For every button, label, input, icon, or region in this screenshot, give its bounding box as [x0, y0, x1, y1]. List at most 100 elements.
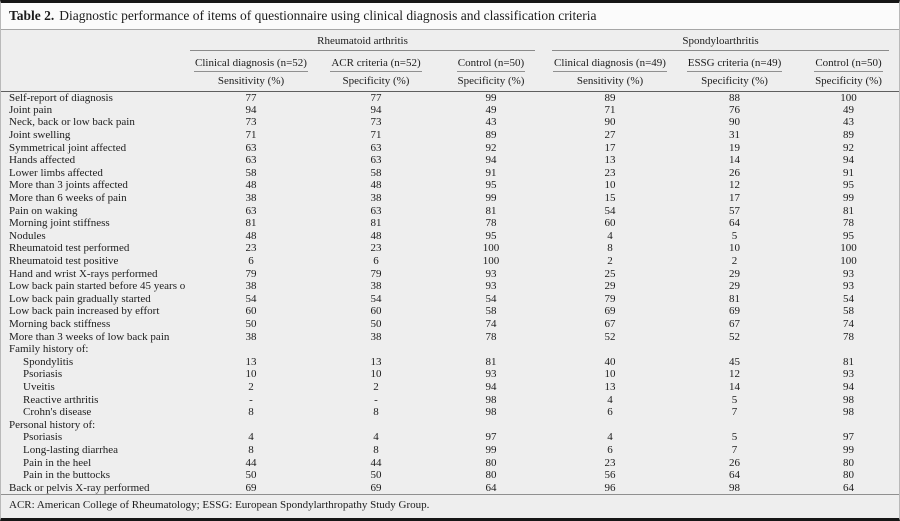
- cell-value: 94: [370, 103, 382, 116]
- table-row: Back or pelvis X-ray performed 69 69 64 96 98…: [1, 481, 899, 494]
- cell-value: 81: [729, 292, 741, 305]
- cell-value: 23: [245, 242, 257, 255]
- cell-value: 94: [843, 154, 855, 167]
- row-label: Back or pelvis X-ray performed: [9, 481, 150, 494]
- cell-value: 91: [843, 166, 855, 179]
- cell-value: 63: [370, 204, 382, 217]
- measure-ra-control: Specificity (%): [435, 72, 548, 92]
- cell-value: 23: [604, 166, 616, 179]
- cell-value: 8: [607, 242, 613, 255]
- cell-value: 38: [245, 280, 257, 293]
- table-row: Low back pain increased by effort 60 60 58 6…: [1, 305, 899, 318]
- cell-value: 93: [843, 267, 855, 280]
- cell-value: 73: [370, 116, 382, 129]
- cell-value: 60: [370, 305, 382, 318]
- cell-value: 81: [843, 204, 855, 217]
- row-label: Family history of:: [9, 343, 89, 356]
- cell-value: 74: [485, 317, 497, 330]
- cell-value: 7: [731, 443, 738, 456]
- measure-spa-clinical: Sensitivity (%): [547, 72, 674, 92]
- col-header-spa-control: Control (n=50): [796, 51, 899, 72]
- row-label: Hand and wrist X-rays performed: [9, 267, 158, 280]
- row-label: Psoriasis: [23, 368, 63, 381]
- cell-value: 100: [840, 242, 857, 255]
- cell-value: 8: [373, 443, 379, 456]
- cell-value: 23: [604, 456, 616, 469]
- cell-value: 99: [485, 91, 497, 104]
- cell-value: 64: [485, 481, 497, 494]
- cell-value: 92: [485, 141, 497, 154]
- cell-value: 10: [370, 368, 382, 381]
- cell-value: 93: [485, 280, 497, 293]
- diagnostic-performance-table: Rheumatoid arthritis Spondyloarthritis C…: [1, 30, 899, 494]
- cell-value: 6: [607, 443, 613, 456]
- cell-value: 89: [604, 91, 616, 104]
- table-title: Table 2. Diagnostic performance of items …: [1, 3, 899, 30]
- table-row: Symmetrical joint affected 63 63 92 17 19 92: [1, 141, 899, 154]
- cell-value: 38: [245, 330, 257, 343]
- cell-value: 89: [485, 129, 497, 142]
- cell-value: 63: [370, 154, 382, 167]
- table-row: Neck, back or low back pain 73 73 43 90 90 43: [1, 116, 899, 129]
- cell-value: 52: [604, 330, 616, 343]
- cell-value: 5: [731, 229, 738, 242]
- row-label: Morning back stiffness: [9, 317, 111, 330]
- table-row: Joint pain 94 94 49 71 76 49: [1, 103, 899, 117]
- cell-value: 44: [245, 456, 257, 469]
- table-row: More than 3 joints affected 48 48 95 10 12 95: [1, 179, 899, 192]
- cell-value: 95: [485, 179, 497, 192]
- cell-value: 98: [485, 406, 497, 419]
- cell-value: 93: [485, 267, 497, 280]
- cell-value: 12: [729, 179, 741, 192]
- cell-value: 44: [370, 456, 382, 469]
- cell-value: 71: [604, 103, 616, 116]
- cell-value: 80: [843, 456, 855, 469]
- row-label: Rheumatoid test positive: [9, 255, 119, 268]
- table-row: More than 6 weeks of pain 38 38 99 15 17 99: [1, 192, 899, 205]
- cell-value: 98: [729, 481, 741, 494]
- cell-value: 88: [729, 91, 741, 104]
- row-label: More than 3 joints affected: [9, 179, 128, 192]
- cell-value: [185, 418, 317, 431]
- cell-value: 57: [729, 204, 741, 217]
- cell-value: 7: [731, 406, 738, 419]
- cell-value: 79: [370, 267, 382, 280]
- cell-value: 69: [370, 481, 382, 494]
- measure-ra-acr: Specificity (%): [317, 72, 435, 92]
- cell-value: 40: [604, 355, 616, 368]
- cell-value: 5: [731, 393, 738, 406]
- group-label: Rheumatoid arthritis: [190, 35, 536, 51]
- cell-value: 98: [843, 406, 855, 419]
- row-label: Nodules: [9, 229, 46, 242]
- cell-value: 67: [729, 317, 741, 330]
- cell-value: 95: [485, 229, 497, 242]
- cell-value: 80: [485, 469, 497, 482]
- table-row: Self-report of diagnosis 77 77 99 89 88 100: [1, 91, 899, 104]
- cell-value: 99: [485, 192, 497, 205]
- cell-value: 67: [604, 317, 616, 330]
- row-label: Neck, back or low back pain: [9, 116, 135, 129]
- cell-value: 58: [370, 166, 382, 179]
- cell-value: 71: [370, 129, 382, 142]
- cell-value: 78: [843, 330, 855, 343]
- cell-value: [547, 418, 673, 431]
- cell-value: [796, 343, 899, 356]
- cell-value: 73: [245, 116, 257, 129]
- row-label: More than 6 weeks of pain: [9, 192, 127, 205]
- cell-value: 8: [248, 443, 254, 456]
- cell-value: 19: [729, 141, 741, 154]
- cell-value: 17: [729, 192, 741, 205]
- row-label: Joint swelling: [9, 129, 71, 142]
- cell-value: -: [374, 393, 378, 406]
- cell-value: 25: [604, 267, 616, 280]
- cell-value: [673, 418, 796, 431]
- row-label: Self-report of diagnosis: [9, 91, 113, 104]
- cell-value: 8: [248, 406, 254, 419]
- cell-value: 13: [604, 380, 616, 393]
- row-label: Psoriasis: [23, 431, 63, 444]
- table-row: Joint swelling 71 71 89 27 31 89: [1, 129, 899, 142]
- cell-value: 95: [843, 179, 855, 192]
- cell-value: 81: [485, 355, 497, 368]
- cell-value: 26: [729, 456, 741, 469]
